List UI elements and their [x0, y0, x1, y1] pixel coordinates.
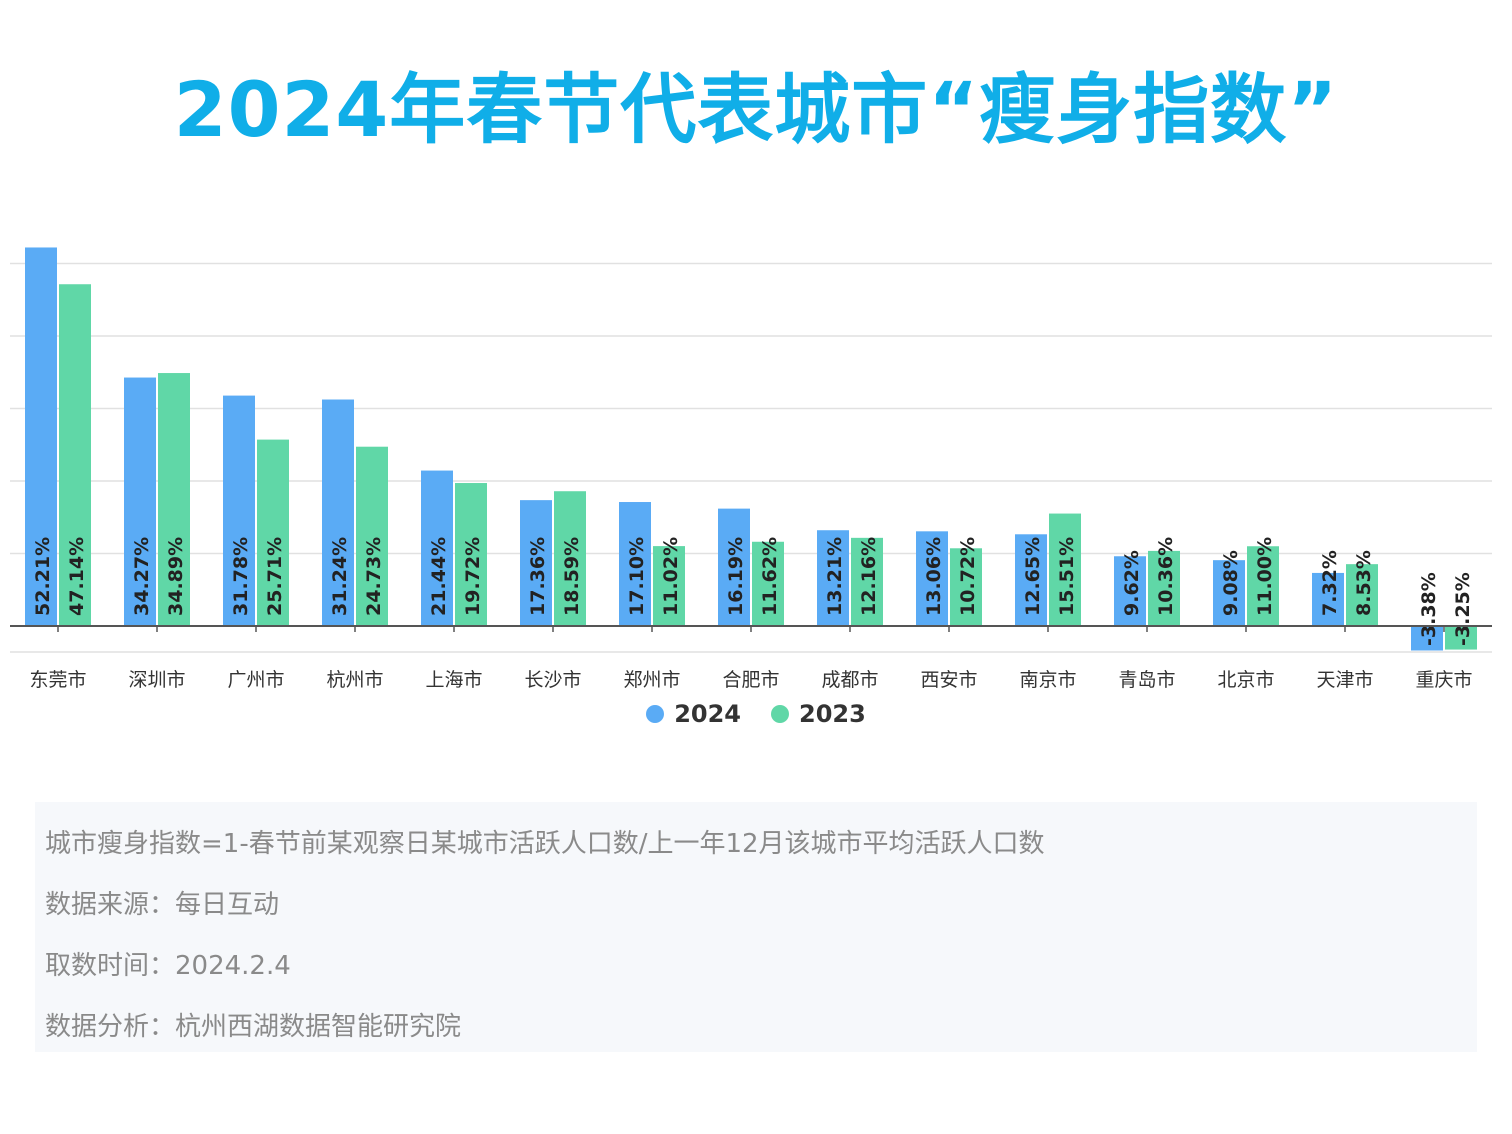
data-label-2024-6: 17.10% — [626, 537, 648, 616]
data-label-2024-0: 52.21% — [32, 537, 54, 616]
data-label-2024-11: 9.62% — [1121, 550, 1143, 616]
bar-2023-12 — [1247, 546, 1279, 626]
data-label-2024-4: 21.44% — [428, 537, 450, 616]
bar-2023-5 — [554, 491, 586, 626]
x-tick-label-1: 深圳市 — [128, 669, 185, 691]
legend-label-2023: 2023 — [799, 700, 866, 728]
data-label-2024-7: 16.19% — [725, 537, 747, 616]
bar-2023-14 — [1445, 626, 1477, 650]
data-label-2024-1: 34.27% — [131, 537, 153, 616]
x-tick-label-2: 广州市 — [227, 669, 284, 691]
note-source: 数据来源：每日互动 — [45, 890, 280, 920]
data-label-2024-8: 13.21% — [824, 537, 846, 616]
x-tick-label-6: 郑州市 — [623, 669, 680, 691]
data-label-2023-0: 47.14% — [66, 537, 88, 616]
chart-title: 2024年春节代表城市“瘦身指数” — [173, 65, 1339, 154]
note-date: 取数时间：2024.2.4 — [45, 951, 291, 981]
legend-dot-2024-icon — [646, 705, 665, 723]
bar-2024-7 — [718, 508, 750, 626]
bar-2024-12 — [1213, 560, 1245, 626]
data-label-2023-1: 34.89% — [165, 537, 187, 616]
bar-2023-0 — [59, 284, 91, 626]
data-label-2023-5: 18.59% — [561, 537, 583, 616]
bar-2024-10 — [1015, 534, 1047, 626]
data-label-2024-14: -3.38% — [1418, 572, 1440, 646]
data-label-2024-2: 31.78% — [230, 537, 252, 616]
data-label-2023-11: 10.36% — [1155, 537, 1177, 616]
data-label-2023-10: 15.51% — [1056, 537, 1078, 616]
legend-label-2024: 2024 — [674, 700, 741, 728]
data-label-2023-12: 11.00% — [1254, 537, 1276, 616]
data-label-2023-14: -3.25% — [1452, 572, 1474, 646]
data-label-2023-9: 10.72% — [957, 537, 979, 616]
bar-2024-0 — [25, 247, 57, 626]
bar-2024-9 — [916, 531, 948, 626]
bar-2024-8 — [817, 530, 849, 626]
x-tick-label-4: 上海市 — [425, 669, 482, 691]
note-analysis: 数据分析：杭州西湖数据智能研究院 — [45, 1012, 462, 1042]
data-label-2023-4: 19.72% — [462, 537, 484, 616]
data-label-2024-13: 7.32% — [1319, 550, 1341, 616]
data-label-2023-3: 24.73% — [363, 537, 385, 616]
bar-2023-10 — [1049, 513, 1081, 626]
bar-2023-1 — [158, 373, 190, 626]
bar-2024-6 — [619, 502, 651, 626]
x-tick-label-7: 合肥市 — [722, 669, 779, 691]
bar-2024-1 — [124, 377, 156, 626]
legend-item-2024[interactable]: 2024 — [646, 700, 741, 728]
data-label-2024-12: 9.08% — [1220, 550, 1242, 616]
x-tick-label-0: 东莞市 — [29, 669, 86, 691]
data-label-2024-10: 12.65% — [1022, 537, 1044, 616]
data-label-2023-13: 8.53% — [1353, 550, 1375, 616]
x-tick-label-14: 重庆市 — [1415, 669, 1472, 691]
bar-2023-4 — [455, 483, 487, 626]
bar-2023-7 — [752, 541, 784, 626]
data-label-2024-3: 31.24% — [329, 537, 351, 616]
bar-2024-14 — [1411, 626, 1443, 651]
bar-2024-4 — [421, 470, 453, 626]
legend-item-2023[interactable]: 2023 — [771, 700, 866, 728]
x-tick-label-5: 长沙市 — [524, 669, 581, 691]
bar-2024-3 — [322, 399, 354, 626]
data-label-2024-9: 13.06% — [923, 537, 945, 616]
data-label-2023-8: 12.16% — [858, 537, 880, 616]
x-tick-label-10: 南京市 — [1019, 669, 1076, 691]
bar-2024-5 — [520, 500, 552, 626]
data-label-2023-2: 25.71% — [264, 537, 286, 616]
bar-2024-13 — [1312, 572, 1344, 626]
bar-2023-3 — [356, 446, 388, 626]
bar-chart: 52.21% 47.14% 东莞市 34.27% 34.89% 深圳市 31.78% 25.7… — [10, 247, 1492, 691]
x-tick-label-9: 西安市 — [920, 669, 977, 691]
bar-2023-9 — [950, 548, 982, 626]
notes-panel: 城市瘦身指数=1-春节前某观察日某城市活跃人口数/上一年12月该城市平均活跃人口… — [35, 802, 1477, 1052]
bar-2023-6 — [653, 546, 685, 626]
x-tick-label-3: 杭州市 — [326, 669, 383, 691]
data-label-2023-7: 11.62% — [759, 537, 781, 616]
x-tick-label-13: 天津市 — [1316, 669, 1373, 691]
bar-2023-8 — [851, 537, 883, 626]
legend: 2024 2023 — [0, 700, 1512, 728]
bar-2023-11 — [1148, 550, 1180, 626]
data-label-2024-5: 17.36% — [527, 537, 549, 616]
note-formula: 城市瘦身指数=1-春节前某观察日某城市活跃人口数/上一年12月该城市平均活跃人口… — [45, 829, 1045, 859]
x-tick-label-11: 青岛市 — [1118, 669, 1175, 691]
x-tick-label-12: 北京市 — [1217, 669, 1274, 691]
x-tick-label-8: 成都市 — [821, 669, 878, 691]
data-label-2023-6: 11.02% — [660, 537, 682, 616]
bar-2024-11 — [1114, 556, 1146, 626]
bar-2024-2 — [223, 395, 255, 626]
bar-2023-13 — [1346, 564, 1378, 626]
bar-2023-2 — [257, 439, 289, 626]
legend-dot-2023-icon — [771, 705, 789, 723]
